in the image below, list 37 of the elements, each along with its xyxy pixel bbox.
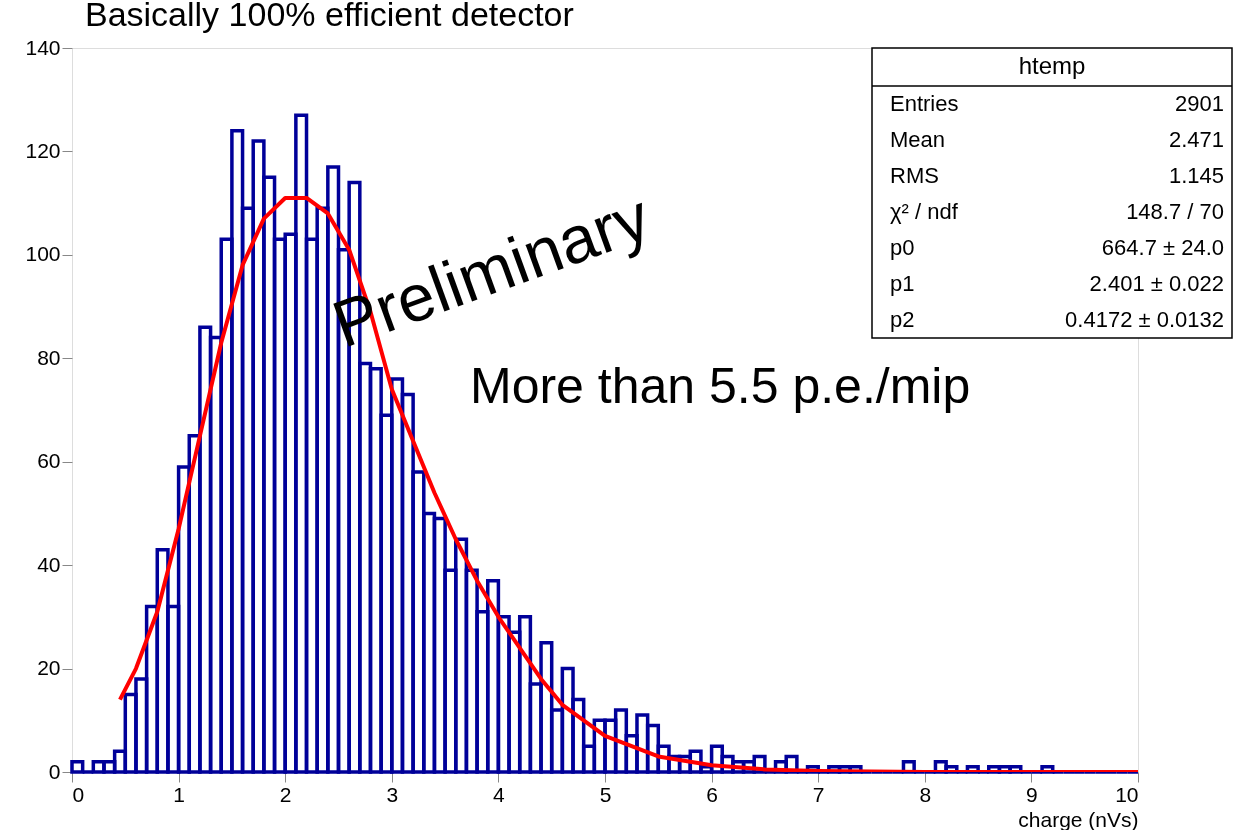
- y-tick-label: 20: [37, 656, 61, 680]
- text: 1.145: [1168, 163, 1224, 188]
- y-tick-label: 80: [37, 345, 61, 369]
- y-tick-label: 40: [37, 552, 61, 576]
- y-tick-label: 120: [25, 138, 61, 162]
- text: 2.471: [1168, 127, 1224, 152]
- text: 2901: [1175, 91, 1224, 116]
- annotation: p0: [890, 235, 915, 260]
- annotation: 664.7 ± 24.0: [1101, 235, 1224, 260]
- x-tick-label: 6: [706, 782, 718, 806]
- y-tick-label: 60: [37, 449, 61, 473]
- x-tick-label: 8: [919, 782, 932, 806]
- annotation: p2: [890, 307, 915, 332]
- y-tick-label: 100: [25, 242, 61, 266]
- x-tick-label: 7: [812, 782, 825, 806]
- annotation: Mean: [890, 127, 946, 152]
- annotation: χ² / ndf: [890, 199, 959, 224]
- annotation: 0.4172 ± 0.0132: [1065, 307, 1224, 332]
- x-tick-label: 0: [72, 782, 85, 806]
- chart-title: Basically 100% efficient detector: [84, 0, 574, 33]
- annotation: 148.7 / 70: [1126, 199, 1224, 224]
- x-tick-label: 2: [279, 782, 292, 806]
- annotation: RMS: [890, 163, 939, 188]
- x-tick-label: 10: [1115, 782, 1139, 806]
- x-tick-label: 3: [386, 782, 399, 806]
- y-tick-label: 0: [48, 759, 61, 783]
- x-tick-label: 1: [173, 782, 185, 806]
- x-tick-label: 4: [493, 782, 506, 806]
- y-tick-label: 140: [25, 35, 61, 59]
- annotation: More than 5.5 p.e./mip: [470, 358, 971, 414]
- x-tick-label: 9: [1026, 782, 1038, 806]
- annotation: p1: [890, 271, 915, 296]
- annotation: Entries: [890, 91, 959, 116]
- x-tick-label: 5: [599, 782, 612, 806]
- annotation: htemp: [1018, 52, 1086, 79]
- annotation: 2.401 ± 0.022: [1089, 271, 1224, 296]
- x-axis-title: charge (nVs): [1018, 807, 1139, 830]
